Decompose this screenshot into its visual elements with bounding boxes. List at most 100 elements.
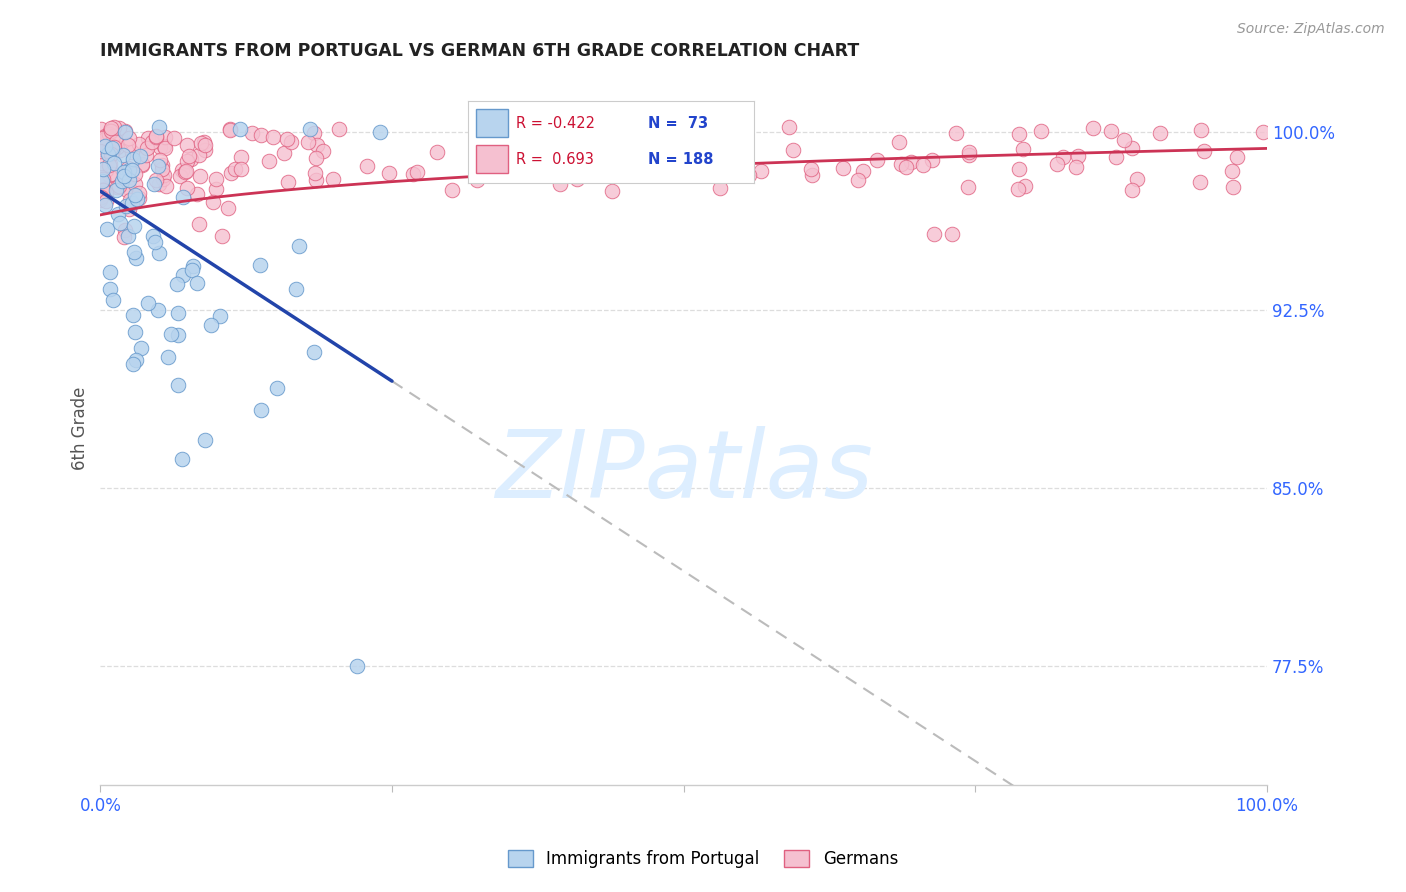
- Point: [108, 216, 131, 230]
- Point: [166, 377, 188, 392]
- Point: [118, 173, 141, 187]
- Point: [90, 190, 112, 204]
- Point: [152, 138, 174, 153]
- Point: [738, 169, 761, 183]
- Point: [273, 145, 295, 160]
- Point: [101, 128, 124, 143]
- Point: [172, 268, 194, 282]
- Point: [121, 196, 143, 211]
- Point: [91, 161, 114, 176]
- Point: [1008, 127, 1031, 141]
- Point: [1112, 133, 1135, 147]
- Point: [249, 258, 271, 272]
- Point: [681, 129, 703, 144]
- Point: [287, 239, 309, 253]
- Point: [304, 166, 326, 180]
- Point: [105, 140, 128, 154]
- Point: [118, 193, 141, 207]
- Text: IMMIGRANTS FROM PORTUGAL VS GERMAN 6TH GRADE CORRELATION CHART: IMMIGRANTS FROM PORTUGAL VS GERMAN 6TH G…: [100, 42, 859, 60]
- Point: [170, 452, 193, 467]
- Point: [1192, 144, 1215, 158]
- Point: [1083, 121, 1105, 136]
- Point: [188, 217, 211, 231]
- Point: [1188, 175, 1211, 189]
- Point: [1220, 164, 1243, 178]
- Point: [205, 182, 228, 196]
- Point: [91, 131, 114, 145]
- Point: [890, 156, 912, 170]
- Point: [135, 147, 157, 161]
- Point: [108, 143, 131, 157]
- Point: [299, 122, 322, 136]
- Point: [1007, 182, 1029, 196]
- Point: [149, 140, 172, 154]
- Point: [136, 131, 159, 145]
- Point: [1029, 124, 1052, 138]
- Point: [121, 357, 143, 371]
- Point: [889, 135, 911, 149]
- Point: [172, 163, 194, 178]
- Point: [153, 168, 176, 182]
- Y-axis label: 6th Grade: 6th Grade: [72, 387, 89, 470]
- Point: [105, 183, 128, 197]
- Point: [150, 161, 173, 176]
- Point: [1046, 157, 1069, 171]
- Point: [152, 172, 174, 186]
- Point: [131, 157, 153, 171]
- Point: [121, 152, 143, 166]
- Point: [93, 132, 115, 146]
- Point: [896, 160, 918, 174]
- Point: [1222, 180, 1244, 194]
- Point: [118, 131, 141, 145]
- Point: [866, 153, 889, 167]
- Point: [91, 171, 114, 186]
- Point: [346, 659, 368, 673]
- Point: [208, 310, 231, 324]
- Point: [136, 296, 159, 310]
- Point: [118, 181, 141, 195]
- Point: [368, 125, 391, 139]
- Point: [142, 229, 165, 244]
- Point: [100, 124, 122, 138]
- Point: [250, 128, 273, 143]
- Point: [124, 177, 146, 191]
- Point: [1121, 183, 1143, 197]
- Point: [107, 206, 129, 220]
- Point: [1126, 172, 1149, 186]
- Point: [93, 198, 115, 212]
- Point: [128, 186, 150, 200]
- Point: [121, 162, 143, 177]
- Point: [174, 164, 197, 178]
- Point: [1014, 179, 1036, 194]
- Point: [377, 166, 399, 180]
- Point: [941, 227, 963, 241]
- Point: [193, 135, 215, 149]
- Point: [131, 158, 153, 172]
- Point: [180, 152, 202, 166]
- Point: [181, 260, 204, 274]
- Point: [167, 328, 190, 343]
- Point: [89, 193, 111, 207]
- Point: [204, 172, 226, 186]
- Point: [328, 122, 350, 136]
- Point: [100, 124, 122, 138]
- Point: [98, 168, 121, 182]
- Point: [194, 137, 217, 152]
- Point: [103, 156, 125, 170]
- Point: [101, 141, 124, 155]
- Point: [678, 120, 700, 134]
- Point: [1008, 161, 1031, 176]
- Point: [548, 178, 571, 192]
- Point: [1052, 150, 1074, 164]
- Point: [1121, 141, 1143, 155]
- Point: [1149, 126, 1171, 140]
- Point: [219, 122, 242, 136]
- Point: [125, 251, 148, 265]
- Point: [305, 152, 328, 166]
- Point: [103, 140, 125, 154]
- Point: [305, 173, 328, 187]
- Point: [135, 141, 157, 155]
- Point: [108, 179, 131, 194]
- Point: [114, 222, 136, 236]
- Point: [176, 138, 198, 153]
